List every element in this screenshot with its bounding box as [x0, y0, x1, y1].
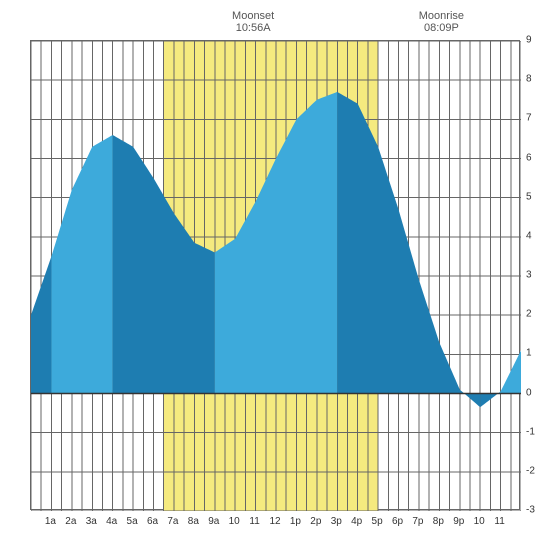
y-tick-label: 9	[526, 35, 532, 46]
top-label-title: Moonrise	[419, 10, 464, 22]
x-tick-label: 12	[269, 516, 280, 527]
x-tick-label: 8p	[433, 516, 444, 527]
top-label-title: Moonset	[232, 10, 274, 22]
y-tick-label: 8	[526, 74, 532, 85]
top-label-time: 10:56A	[232, 22, 274, 34]
y-tick-label: -1	[526, 426, 535, 437]
plot-svg	[31, 41, 521, 511]
x-tick-label: 8a	[188, 516, 199, 527]
x-tick-label: 10	[229, 516, 240, 527]
moonrise-label: Moonrise08:09P	[419, 10, 464, 34]
x-tick-label: 7p	[412, 516, 423, 527]
y-tick-label: 1	[526, 348, 532, 359]
x-tick-label: 3a	[86, 516, 97, 527]
y-tick-label: 2	[526, 309, 532, 320]
y-tick-label: 4	[526, 230, 532, 241]
x-tick-label: 4a	[106, 516, 117, 527]
x-tick-label: 11	[494, 516, 504, 527]
x-tick-label: 9p	[453, 516, 464, 527]
x-tick-label: 6a	[147, 516, 158, 527]
top-label-time: 08:09P	[419, 22, 464, 34]
y-tick-label: -2	[526, 465, 535, 476]
x-tick-label: 3p	[331, 516, 342, 527]
plot-area	[30, 40, 520, 510]
x-tick-label: 2a	[65, 516, 76, 527]
x-tick-label: 6p	[392, 516, 403, 527]
x-tick-label: 5a	[127, 516, 138, 527]
x-tick-label: 5p	[372, 516, 383, 527]
x-tick-label: 1p	[290, 516, 301, 527]
x-tick-label: 10	[474, 516, 485, 527]
tide-area-segment	[51, 135, 112, 394]
x-tick-label: 1a	[45, 516, 56, 527]
x-tick-label: 11	[249, 516, 259, 527]
x-tick-label: 7a	[167, 516, 178, 527]
moonset-label: Moonset10:56A	[232, 10, 274, 34]
y-tick-label: -3	[526, 505, 535, 516]
y-tick-label: 5	[526, 191, 532, 202]
x-tick-label: 4p	[351, 516, 362, 527]
y-tick-label: 0	[526, 387, 532, 398]
y-tick-label: 7	[526, 113, 532, 124]
x-tick-label: 2p	[310, 516, 321, 527]
y-tick-label: 3	[526, 270, 532, 281]
x-tick-label: 9a	[208, 516, 219, 527]
y-tick-label: 6	[526, 152, 532, 163]
tide-chart: 1a2a3a4a5a6a7a8a9a1011121p2p3p4p5p6p7p8p…	[0, 0, 550, 550]
